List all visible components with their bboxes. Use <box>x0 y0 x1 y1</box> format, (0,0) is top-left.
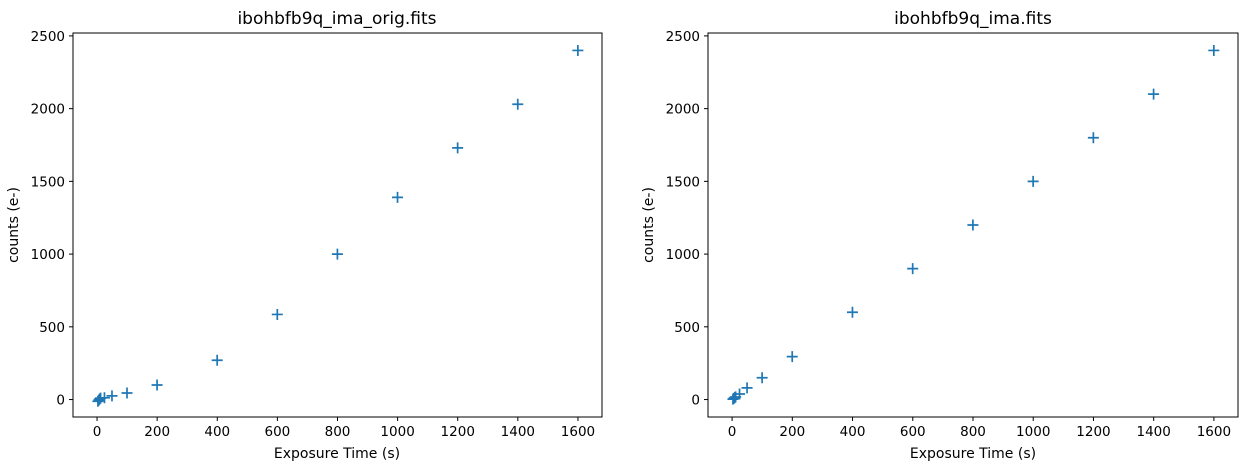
chart-title: ibohbfb9q_ima_orig.fits <box>237 9 436 29</box>
x-tick-label: 400 <box>840 424 866 440</box>
scatter-marker <box>452 142 464 154</box>
y-tick-label: 2500 <box>31 29 65 45</box>
scatter-marker <box>572 44 584 56</box>
scatter-marker <box>512 98 524 110</box>
x-tick-label: 0 <box>93 424 102 440</box>
plot-area: 0 200 400 600 800 1000 1200 1400 1600 0 500 1000 150… <box>666 29 1239 440</box>
y-tick-label: 0 <box>691 393 700 409</box>
scatter-marker <box>106 390 118 402</box>
x-tick-label: 1600 <box>561 424 595 440</box>
x-tick-label: 0 <box>728 424 737 440</box>
x-tick-label: 600 <box>900 424 926 440</box>
x-axis-label: Exposure Time (s) <box>910 446 1036 462</box>
axes-frame <box>72 32 603 418</box>
plot-area: 0 200 400 600 800 1000 1200 1400 1600 0 500 1000 150… <box>31 29 603 440</box>
y-tick-label: 2500 <box>666 29 700 45</box>
y-tick-label: 500 <box>674 320 700 336</box>
right-chart-svg: ibohbfb9q_ima.fits Exposure Time (s) cou… <box>641 9 1239 462</box>
x-tick-label: 1600 <box>1197 424 1231 440</box>
x-tick-label: 1400 <box>501 424 535 440</box>
x-tick-label: 800 <box>325 424 351 440</box>
scatter-marker <box>93 394 105 406</box>
subplot-left: ibohbfb9q_ima_orig.fits Exposure Time (s… <box>6 9 603 462</box>
y-tick-label: 1000 <box>31 247 65 263</box>
left-chart-svg: ibohbfb9q_ima_orig.fits Exposure Time (s… <box>6 9 603 462</box>
y-tick-label: 1500 <box>666 174 700 190</box>
x-tick-label: 1000 <box>380 424 414 440</box>
scatter-marker <box>786 351 798 363</box>
scatter-marker <box>271 308 283 320</box>
x-tick-label: 1200 <box>1076 424 1110 440</box>
scatter-marker <box>94 393 106 405</box>
scatter-marker <box>392 191 404 203</box>
y-tick-label: 500 <box>39 320 65 336</box>
scatter-marker <box>907 263 919 275</box>
scatter-marker <box>1148 88 1160 100</box>
y-tick-label: 2000 <box>666 102 700 118</box>
y-tick-label: 0 <box>56 393 65 409</box>
y-tick-label: 1500 <box>31 174 65 190</box>
y-tick-label: 1000 <box>666 247 700 263</box>
scatter-marker <box>1087 132 1099 144</box>
x-tick-label: 800 <box>960 424 986 440</box>
x-tick-label: 1400 <box>1137 424 1171 440</box>
scatter-marker <box>151 379 163 391</box>
scatter-marker <box>121 387 133 399</box>
x-tick-label: 400 <box>204 424 230 440</box>
x-axis-label: Exposure Time (s) <box>274 446 400 462</box>
scatter-marker <box>1027 175 1039 187</box>
x-tick-label: 1200 <box>441 424 475 440</box>
scatter-marker <box>1208 44 1220 56</box>
scatter-marker <box>967 219 979 231</box>
scatter-marker <box>734 388 746 400</box>
x-tick-label: 200 <box>779 424 805 440</box>
scatter-marker <box>846 306 858 318</box>
scatter-marker <box>741 382 753 394</box>
y-axis-label: counts (e-) <box>641 187 657 263</box>
y-axis-label: counts (e-) <box>6 187 22 263</box>
x-tick-label: 600 <box>264 424 290 440</box>
chart-title: ibohbfb9q_ima.fits <box>894 9 1052 29</box>
scatter-marker <box>98 392 110 404</box>
y-tick-label: 2000 <box>31 102 65 118</box>
scatter-marker <box>331 248 343 260</box>
scatter-marker <box>756 372 768 384</box>
subplot-right: ibohbfb9q_ima.fits Exposure Time (s) cou… <box>623 0 1246 470</box>
scatter-marker <box>211 354 223 366</box>
x-tick-label: 1000 <box>1016 424 1050 440</box>
x-tick-label: 200 <box>144 424 170 440</box>
